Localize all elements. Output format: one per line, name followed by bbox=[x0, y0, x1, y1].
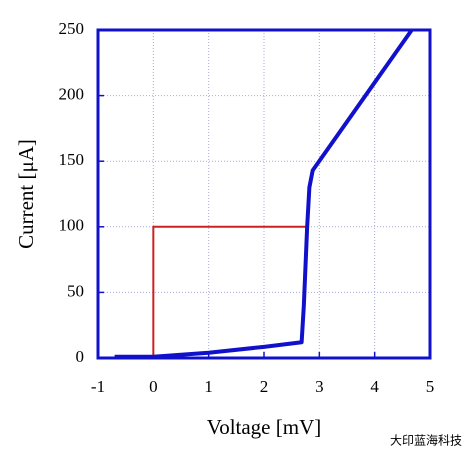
x-tick-label: 3 bbox=[315, 377, 324, 396]
y-tick-label: 50 bbox=[67, 281, 84, 300]
x-axis-label: Voltage [mV] bbox=[207, 415, 322, 439]
y-tick-label: 100 bbox=[59, 216, 85, 235]
series-line bbox=[114, 28, 414, 359]
series-line bbox=[152, 225, 308, 358]
x-tick-label: 0 bbox=[149, 377, 158, 396]
y-tick-label: 0 bbox=[76, 347, 85, 366]
x-tick-label: 1 bbox=[204, 377, 213, 396]
x-tick-label: 5 bbox=[426, 377, 435, 396]
x-tick-label: 4 bbox=[370, 377, 379, 396]
watermark: 大印蓝海科技 bbox=[390, 433, 462, 448]
y-axis-label: Current [μA] bbox=[14, 139, 38, 249]
plot-frame bbox=[96, 28, 432, 360]
y-tick-label: 200 bbox=[59, 85, 85, 104]
y-tick-label: 250 bbox=[59, 19, 85, 38]
x-tick-label: -1 bbox=[91, 377, 105, 396]
y-tick-label: 150 bbox=[59, 150, 85, 169]
x-tick-label: 2 bbox=[260, 377, 269, 396]
